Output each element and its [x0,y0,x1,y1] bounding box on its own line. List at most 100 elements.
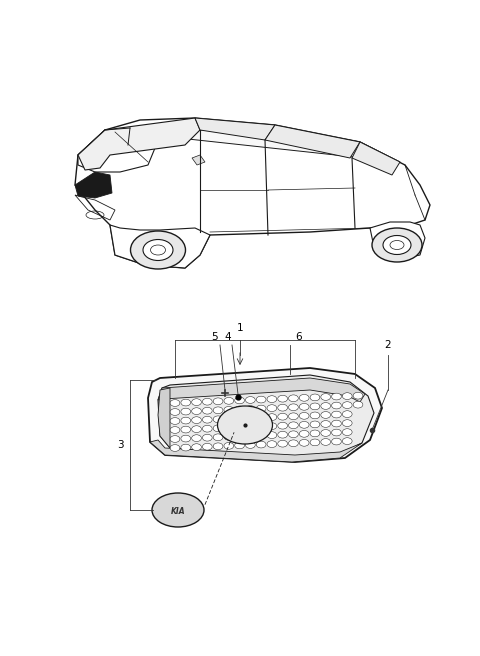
Ellipse shape [245,441,255,448]
Ellipse shape [217,406,273,444]
Ellipse shape [213,425,223,432]
Ellipse shape [170,409,180,415]
Ellipse shape [245,405,255,413]
Text: 6: 6 [295,332,301,342]
Ellipse shape [235,397,244,404]
Ellipse shape [256,441,266,448]
Ellipse shape [235,415,244,422]
Ellipse shape [235,442,244,449]
Ellipse shape [143,239,173,260]
Ellipse shape [267,432,277,438]
Polygon shape [158,388,170,448]
Ellipse shape [342,420,352,426]
Ellipse shape [192,443,202,451]
Ellipse shape [224,415,234,422]
Ellipse shape [267,441,277,447]
Ellipse shape [300,440,309,446]
Ellipse shape [224,434,234,440]
Ellipse shape [181,408,191,415]
Ellipse shape [300,403,309,410]
Ellipse shape [224,443,234,449]
Ellipse shape [267,422,277,430]
Ellipse shape [321,430,331,436]
Text: 5: 5 [211,332,217,342]
Ellipse shape [288,395,298,401]
Ellipse shape [181,400,191,406]
Ellipse shape [256,396,266,403]
Ellipse shape [131,231,185,269]
Ellipse shape [383,236,411,255]
Ellipse shape [224,407,234,413]
Ellipse shape [288,431,298,438]
Ellipse shape [332,438,341,445]
Polygon shape [150,440,362,462]
Ellipse shape [256,405,266,412]
Ellipse shape [256,423,266,430]
Ellipse shape [213,407,223,414]
Polygon shape [370,222,425,260]
Ellipse shape [332,393,341,400]
Ellipse shape [203,417,212,423]
Ellipse shape [353,392,363,399]
Ellipse shape [181,435,191,442]
Ellipse shape [372,228,422,262]
Polygon shape [75,172,112,198]
Ellipse shape [310,403,320,410]
Ellipse shape [192,417,202,424]
Ellipse shape [288,440,298,447]
Ellipse shape [321,420,331,427]
Ellipse shape [342,429,352,436]
Ellipse shape [353,401,363,408]
Ellipse shape [224,398,234,404]
Ellipse shape [245,415,255,421]
Ellipse shape [278,396,288,402]
Polygon shape [78,128,400,162]
Ellipse shape [278,431,288,438]
Ellipse shape [310,421,320,428]
Ellipse shape [192,435,202,441]
Polygon shape [158,378,365,402]
Ellipse shape [332,429,341,436]
Ellipse shape [321,403,331,409]
Ellipse shape [203,425,212,432]
Text: KIA: KIA [171,506,185,516]
Ellipse shape [300,430,309,437]
Ellipse shape [213,443,223,449]
Text: 2: 2 [384,340,391,350]
Ellipse shape [203,398,212,405]
Ellipse shape [203,443,212,450]
Ellipse shape [192,426,202,432]
Ellipse shape [310,430,320,437]
Ellipse shape [332,402,341,409]
Ellipse shape [256,432,266,439]
Ellipse shape [235,424,244,431]
Polygon shape [78,118,200,170]
Ellipse shape [332,420,341,427]
Ellipse shape [235,406,244,413]
Polygon shape [75,118,430,268]
Ellipse shape [170,426,180,434]
Ellipse shape [224,424,234,431]
Ellipse shape [192,408,202,415]
Ellipse shape [278,440,288,447]
Ellipse shape [267,414,277,420]
Ellipse shape [245,397,255,403]
Ellipse shape [288,422,298,428]
Ellipse shape [170,445,180,451]
Ellipse shape [342,401,352,409]
Polygon shape [78,130,155,172]
Polygon shape [352,142,400,175]
Polygon shape [192,155,205,165]
Ellipse shape [321,439,331,445]
Ellipse shape [267,396,277,403]
Ellipse shape [300,421,309,428]
Ellipse shape [181,417,191,424]
Ellipse shape [203,434,212,441]
Ellipse shape [278,413,288,420]
Ellipse shape [310,439,320,446]
Polygon shape [195,118,275,140]
Ellipse shape [256,414,266,421]
Ellipse shape [342,411,352,417]
Ellipse shape [213,434,223,441]
Text: 4: 4 [225,332,231,342]
